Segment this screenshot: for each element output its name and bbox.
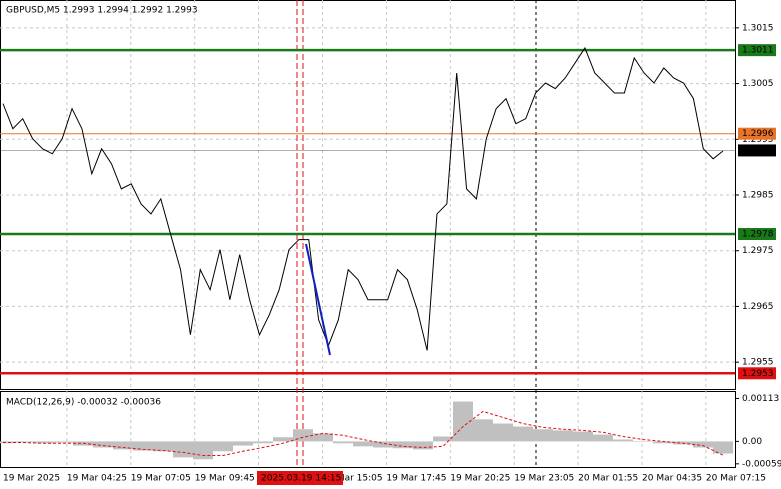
- histogram-bar: [313, 433, 333, 442]
- y-tick-label: 1.3005: [742, 79, 774, 89]
- histogram-bar: [193, 441, 213, 460]
- y-tick-label: 0.00: [742, 437, 762, 447]
- level-label-bg: [738, 127, 776, 140]
- histogram-bar: [393, 441, 413, 449]
- histogram-bar: [93, 441, 113, 448]
- histogram-bar: [413, 441, 433, 450]
- crosshair-time-label: 2025.03.19 14:15: [261, 474, 341, 484]
- histogram-bar: [593, 434, 613, 442]
- x-tick-label: 19 Mar 15:05: [323, 474, 383, 484]
- axis-labels: 19 Mar 2025 19 Mar 04:25 19 Mar 07:05 19 Ma…: [3, 23, 781, 485]
- y-tick-label: 1.2995: [742, 135, 774, 145]
- level-label: 1.2953: [742, 369, 774, 379]
- histogram-bar: [613, 439, 633, 442]
- histogram-bar: [573, 431, 593, 442]
- histogram-bar: [233, 441, 253, 446]
- histogram-bar: [253, 441, 273, 444]
- price-line: [2, 46, 724, 351]
- y-tick-label: 0.00113: [742, 394, 779, 404]
- y-tick-label: 1.2955: [742, 358, 774, 368]
- histogram-bar: [333, 441, 353, 444]
- histogram-bar: [373, 441, 393, 448]
- histogram-bar: [633, 441, 653, 442]
- histogram-bar: [53, 441, 73, 443]
- crosshair-time-bg: [257, 471, 343, 485]
- histogram-bar: [493, 423, 513, 442]
- macd-panel: [0, 391, 736, 468]
- histogram-bar: [133, 441, 153, 451]
- histogram-bar: [653, 441, 673, 444]
- histogram-bar: [13, 441, 33, 443]
- histogram-bar: [0, 441, 13, 444]
- x-tick-label: 20 Mar 04:35: [642, 474, 702, 484]
- histogram-bar: [433, 436, 453, 442]
- histogram-bar: [33, 441, 53, 444]
- histogram-bar: [713, 441, 733, 454]
- x-tick-label: 19 Mar 04:25: [67, 474, 127, 484]
- x-tick-label: 20 Mar 07:15: [706, 474, 766, 484]
- level-label-bg: [738, 228, 776, 240]
- trend-line: [305, 243, 331, 356]
- histogram-bar: [473, 419, 493, 442]
- histogram-bar: [173, 441, 193, 458]
- plot: [0, 46, 735, 460]
- y-tick-label: 1.2975: [742, 246, 774, 256]
- level-label-bg: [738, 367, 776, 380]
- y-tick-label: -0.00059: [742, 459, 781, 469]
- level-label: 1.3011: [742, 46, 774, 56]
- x-tick-label: 19 Mar 17:45: [386, 474, 446, 484]
- signal-line: [3, 410, 724, 456]
- macd-title: MACD(12,26,9) -0.00032 -0.00036: [6, 398, 161, 408]
- histogram-bar: [113, 441, 133, 450]
- level-label: 1.2996: [742, 129, 774, 139]
- histogram-bar: [353, 441, 373, 447]
- histogram-bar: [513, 426, 533, 442]
- x-tick-label: 19 Mar 20:25: [450, 474, 510, 484]
- histogram-bar: [693, 441, 713, 448]
- x-tick-label: 19 Mar 07:05: [131, 474, 191, 484]
- y-tick-label: 1.3015: [742, 23, 774, 33]
- level-label: 1.2978: [742, 230, 774, 240]
- y-tick-label: 1.2985: [742, 191, 774, 201]
- x-tick-label: 19 Mar 09:45: [195, 474, 255, 484]
- x-tick-label: 19 Mar 2025: [3, 474, 60, 484]
- level-label: 1.2993: [742, 146, 774, 156]
- chart-title: GBPUSD,M5 1.2993 1.2994 1.2992 1.2993: [6, 6, 198, 16]
- histogram-bar: [553, 430, 573, 442]
- histogram-bar: [273, 437, 293, 442]
- y-tick-label: 1.2965: [742, 302, 774, 312]
- level-label-bg: [738, 144, 776, 157]
- histogram-bar: [153, 441, 173, 452]
- x-tick-label: 20 Mar 01:55: [578, 474, 638, 484]
- histogram-bar: [533, 429, 553, 442]
- level-label-bg: [738, 44, 776, 57]
- histogram-bar: [213, 441, 233, 452]
- x-tick-label: 19 Mar 23:05: [514, 474, 574, 484]
